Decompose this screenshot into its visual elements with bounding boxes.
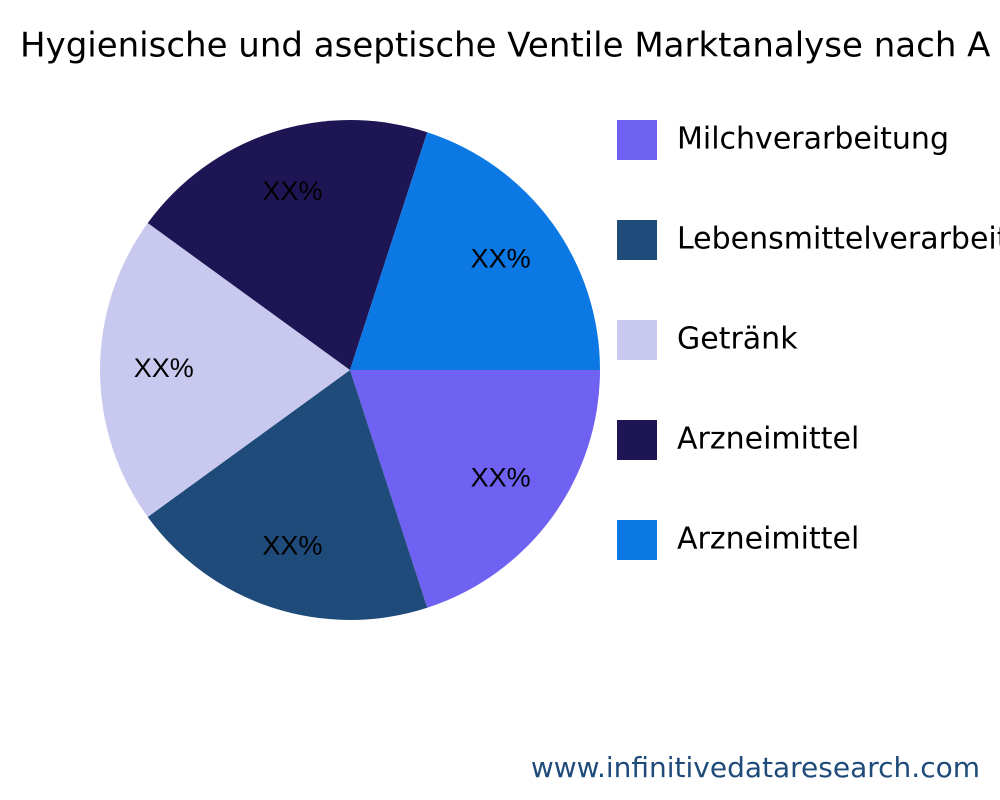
pie-slice bbox=[350, 370, 600, 608]
legend-label: Lebensmittelverarbeit bbox=[677, 222, 1000, 257]
legend-label: Getränk bbox=[677, 322, 798, 357]
data-label: XX% bbox=[471, 463, 531, 493]
data-label: XX% bbox=[262, 530, 322, 560]
legend-swatch bbox=[617, 420, 657, 460]
pie-slice bbox=[147, 370, 428, 620]
legend-label: Milchverarbeitung bbox=[677, 122, 949, 157]
data-label: XX% bbox=[134, 353, 194, 383]
legend-swatch bbox=[617, 320, 657, 360]
pie-slice bbox=[147, 120, 428, 370]
pie-slice bbox=[350, 132, 600, 370]
legend-swatch bbox=[617, 220, 657, 260]
legend-swatch bbox=[617, 120, 657, 160]
chart-title: Hygienische und aseptische Ventile Markt… bbox=[20, 26, 990, 66]
pie-slice bbox=[100, 223, 350, 517]
data-label: XX% bbox=[262, 176, 322, 206]
legend-swatch bbox=[617, 520, 657, 560]
legend-label: Arzneimittel bbox=[677, 522, 859, 557]
watermark: www.infinitivedataresearch.com bbox=[531, 751, 980, 784]
legend-label: Arzneimittel bbox=[677, 422, 859, 457]
data-label: XX% bbox=[471, 244, 531, 274]
